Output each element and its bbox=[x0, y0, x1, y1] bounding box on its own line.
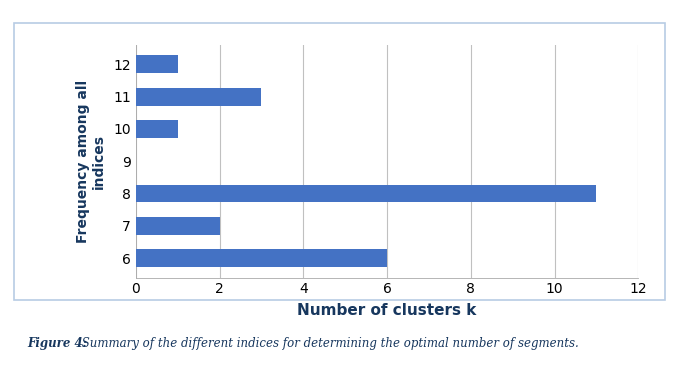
X-axis label: Number of clusters k: Number of clusters k bbox=[297, 303, 477, 318]
Bar bbox=[136, 249, 387, 267]
Text: Figure 4:: Figure 4: bbox=[27, 338, 87, 351]
Bar bbox=[136, 184, 596, 202]
Y-axis label: Frequency among all
indices: Frequency among all indices bbox=[76, 80, 106, 243]
Bar bbox=[136, 56, 178, 73]
Bar bbox=[136, 88, 261, 105]
Text: Summary of the different indices for determining the optimal number of segments.: Summary of the different indices for det… bbox=[78, 338, 579, 351]
Bar bbox=[136, 217, 219, 235]
Bar bbox=[136, 120, 178, 138]
